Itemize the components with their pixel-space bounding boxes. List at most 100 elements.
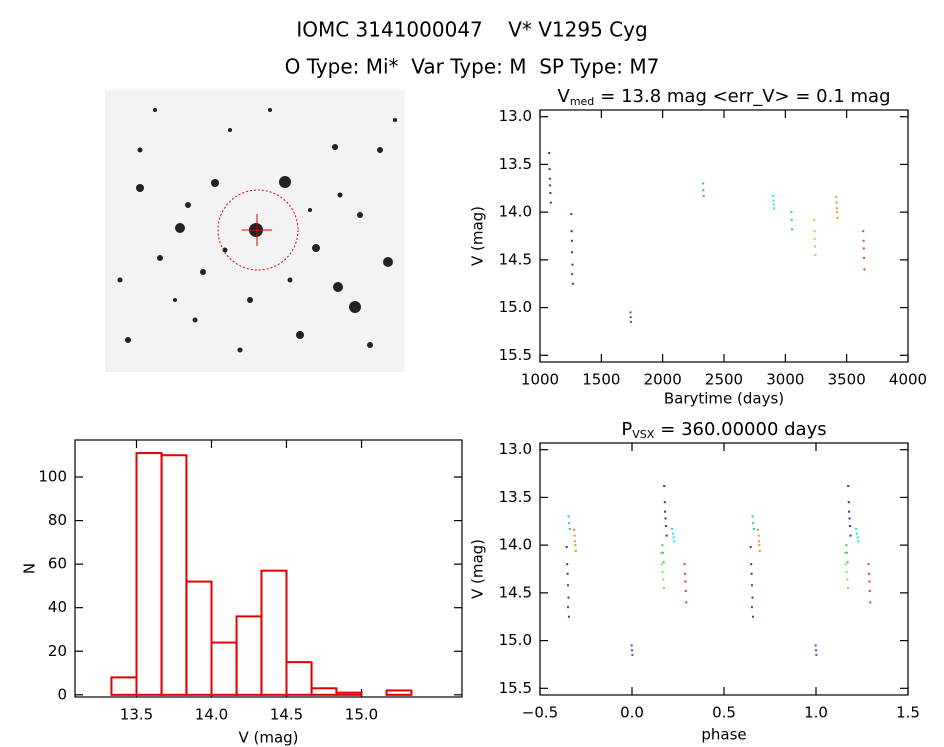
point — [629, 316, 632, 319]
title-main: P — [621, 419, 632, 440]
point — [814, 644, 817, 647]
point — [660, 551, 663, 554]
point — [849, 534, 852, 537]
point — [568, 527, 571, 530]
y-tick-label: 15.5 — [499, 679, 532, 697]
point — [548, 177, 551, 180]
point — [790, 211, 793, 214]
point — [752, 522, 755, 525]
point — [664, 510, 667, 513]
x-axis-label: Barytime (days) — [664, 390, 784, 408]
y-tick-label: 13.5 — [499, 155, 532, 173]
point — [772, 194, 775, 197]
x-tick-label: 2000 — [644, 371, 682, 389]
point — [867, 572, 870, 575]
x-tick-label: 0.0 — [620, 704, 644, 722]
y-axis-label: V (mag) — [469, 539, 487, 599]
y-axis-label: N — [21, 563, 39, 574]
point — [815, 653, 818, 656]
point — [566, 563, 569, 566]
point — [571, 251, 574, 254]
point — [549, 184, 552, 187]
point — [791, 228, 794, 231]
point — [549, 192, 552, 195]
point — [757, 540, 760, 543]
plot-frame — [74, 439, 463, 698]
point — [663, 484, 666, 487]
point — [631, 653, 634, 656]
point — [631, 649, 633, 652]
point — [844, 551, 847, 554]
x-tick-label: 2500 — [705, 371, 743, 389]
point — [862, 239, 865, 242]
histogram-bar — [185, 580, 213, 696]
point — [662, 578, 665, 581]
point — [568, 615, 571, 618]
y-tick-label: 13.5 — [499, 488, 532, 506]
title-rest: = 360.00000 days — [660, 419, 826, 440]
point — [863, 268, 866, 271]
point — [574, 549, 577, 552]
point — [548, 168, 551, 171]
point — [862, 247, 865, 250]
point — [571, 282, 574, 285]
chart-title: Vmed = 13.8 mag <err_V> = 0.1 mag — [557, 86, 890, 108]
y-tick-label: 14.0 — [499, 203, 532, 221]
x-axis-label: phase — [701, 726, 746, 744]
x-tick-label: 1.5 — [896, 704, 920, 722]
point — [702, 194, 705, 197]
y-tick-label: 14.5 — [499, 583, 532, 601]
point — [663, 501, 666, 504]
histogram-bar — [235, 615, 263, 696]
point — [849, 525, 852, 528]
x-tick-label: 13.5 — [120, 706, 153, 724]
point — [836, 211, 839, 214]
point — [758, 549, 761, 552]
x-tick-label: 3000 — [766, 371, 804, 389]
point — [856, 536, 859, 539]
histogram-bar — [335, 691, 363, 696]
point — [813, 218, 816, 221]
x-tick-label: 1.0 — [804, 704, 828, 722]
point — [629, 311, 632, 314]
point — [847, 587, 850, 590]
point — [847, 501, 850, 504]
point — [665, 534, 668, 537]
point — [566, 584, 569, 587]
page-subtitle: O Type: Mi* Var Type: M SP Type: M7 — [285, 55, 660, 79]
point — [835, 201, 838, 204]
histogram-bar — [110, 676, 138, 696]
point — [663, 587, 666, 590]
point — [868, 580, 871, 583]
x-tick-label: 1000 — [521, 371, 559, 389]
point — [630, 644, 633, 647]
chart: 1000 1500 2000 2500 3000 3500 4000 13.0 13.5 14.0… — [469, 86, 928, 408]
y-tick-label: 100 — [38, 468, 67, 486]
point — [573, 534, 576, 537]
point — [573, 528, 576, 531]
point — [565, 546, 568, 549]
y-tick-label: 20 — [48, 642, 67, 660]
histogram-bar — [210, 641, 238, 696]
x-axis-label: V (mag) — [238, 729, 298, 747]
point — [815, 649, 817, 652]
point — [671, 532, 674, 535]
page-title: IOMC 3141000047 V* V1295 Cyg — [296, 18, 647, 42]
point — [702, 182, 705, 185]
point — [548, 151, 551, 154]
point — [773, 207, 776, 210]
point — [683, 563, 686, 566]
point — [862, 230, 865, 233]
point — [752, 615, 755, 618]
point — [845, 544, 848, 547]
point — [566, 572, 569, 575]
x-tick-label: 15.0 — [345, 706, 378, 724]
point — [869, 601, 872, 604]
y-tick-label: 40 — [48, 598, 67, 616]
point — [671, 527, 674, 530]
point — [660, 563, 663, 566]
x-tick-label: 14.0 — [195, 706, 228, 724]
point — [750, 584, 753, 587]
point — [750, 572, 753, 575]
